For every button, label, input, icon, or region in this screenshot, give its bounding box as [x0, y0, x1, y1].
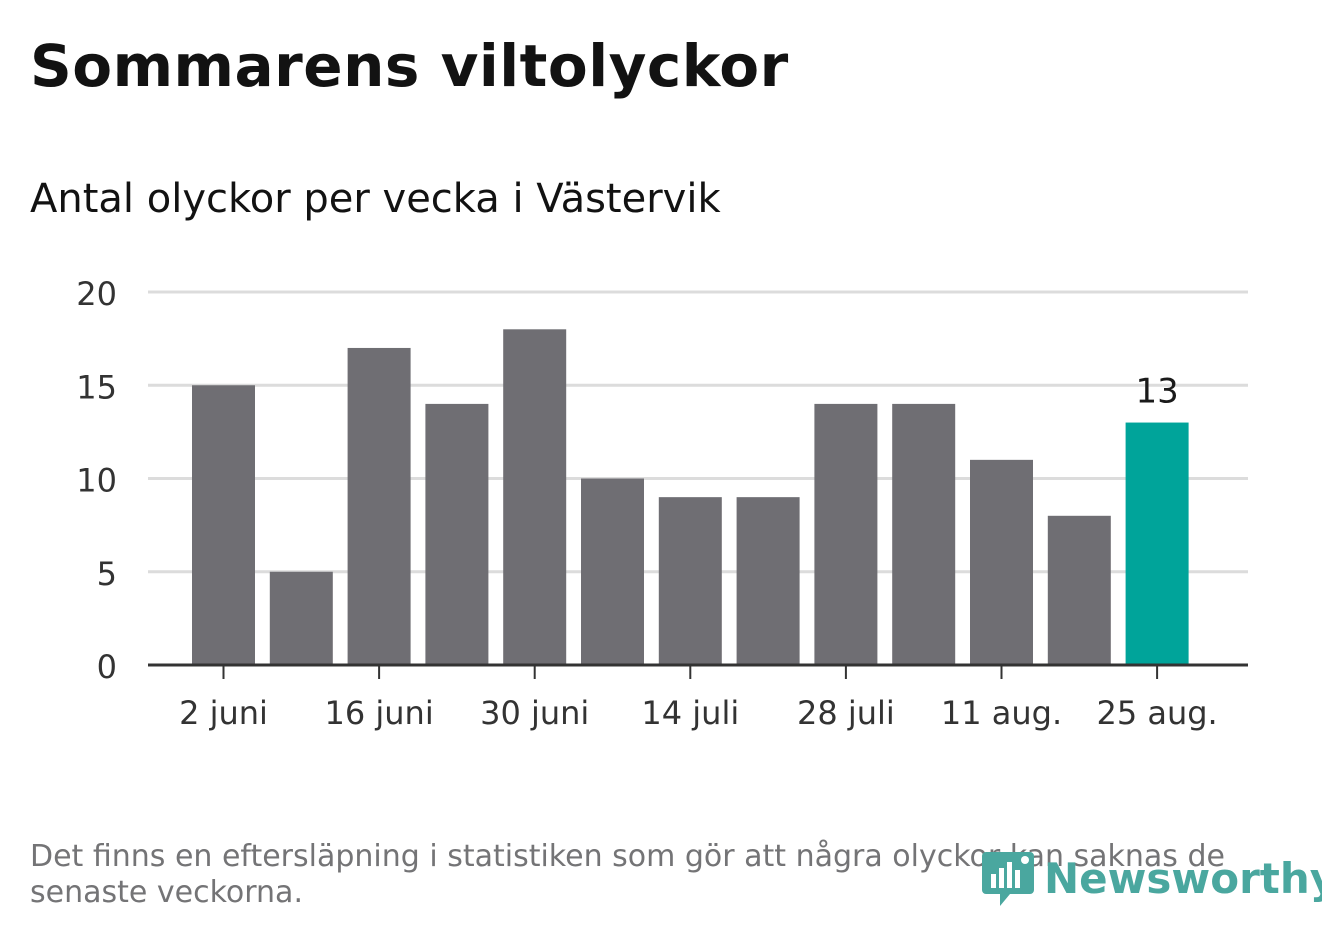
x-tick-label: 14 juli	[641, 694, 739, 732]
bar	[736, 497, 800, 665]
x-tick-label: 25 aug.	[1096, 694, 1217, 732]
y-tick-label: 10	[76, 462, 117, 500]
x-tick-label: 2 juni	[179, 694, 268, 732]
x-tick-label: 11 aug.	[941, 694, 1062, 732]
chart-title: Sommarens viltolyckor	[30, 32, 789, 100]
x-tick-label: 16 juni	[324, 694, 433, 732]
newsworthy-logo: Newsworthy	[980, 846, 1322, 910]
bar	[970, 459, 1033, 665]
bar	[425, 403, 489, 665]
bar	[581, 478, 644, 665]
bar-highlight	[1125, 422, 1189, 665]
y-tick-label: 20	[76, 275, 117, 313]
bar	[658, 497, 722, 665]
bar	[1047, 515, 1111, 665]
y-tick-label: 15	[76, 368, 117, 406]
y-tick-label: 5	[97, 555, 117, 593]
x-tick-label: 28 juli	[797, 694, 895, 732]
axes: 0 5 10 15 20 2 juni 16 juni 30 juni 14 juli 28 ju…	[76, 275, 1248, 732]
bar	[269, 571, 333, 665]
bar	[503, 329, 567, 665]
bar	[892, 403, 956, 665]
chart-subtitle: Antal olyckor per vecka i Västervik	[30, 176, 721, 222]
logo-text: Newsworthy	[1044, 853, 1322, 903]
bar	[192, 385, 255, 665]
x-tick-label: 30 juni	[480, 694, 589, 732]
newsworthy-logo-icon	[982, 852, 1034, 906]
bar	[814, 403, 878, 665]
y-tick-label: 0	[97, 648, 117, 686]
bars: 13	[192, 329, 1189, 665]
data-label: 13	[1135, 372, 1178, 412]
bar	[347, 347, 411, 665]
